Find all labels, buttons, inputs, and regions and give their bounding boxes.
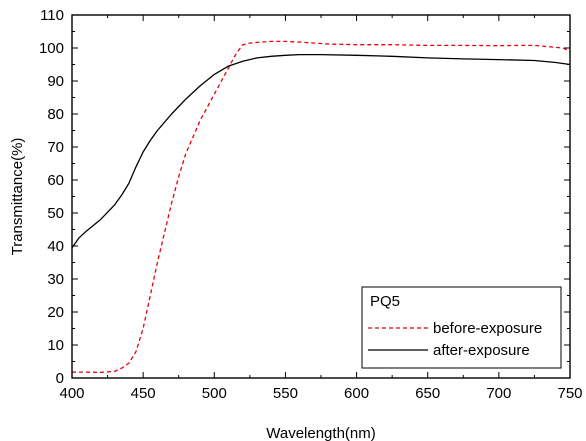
plot-frame xyxy=(71,14,571,379)
x-tick-label: 600 xyxy=(344,385,369,402)
y-tick-label: 40 xyxy=(47,238,64,255)
series-line-before-exposure xyxy=(72,40,571,374)
legend-label-after-exposure: after-exposure xyxy=(433,342,530,359)
y-tick-label: 0 xyxy=(56,370,64,387)
y-tick-label: 20 xyxy=(47,304,64,321)
y-tick-label: 90 xyxy=(47,73,64,90)
legend-label-before-exposure: before-exposure xyxy=(433,320,542,337)
x-axis-title: Wavelength(nm) xyxy=(266,425,375,441)
x-tick-label: 700 xyxy=(486,385,511,402)
legend: PQ5 before-exposure after-exposure xyxy=(361,286,562,369)
legend-title: PQ5 xyxy=(370,293,400,310)
y-tick-label: 80 xyxy=(47,106,64,123)
y-tick-label: 100 xyxy=(39,40,64,57)
x-tick-label: 450 xyxy=(131,385,156,402)
y-tick-label: 10 xyxy=(47,337,64,354)
y-axis-title: Transmittance(%) xyxy=(9,138,26,256)
y-tick-label: 50 xyxy=(47,205,64,222)
series-line-after-exposure xyxy=(71,53,571,249)
x-tick-label: 650 xyxy=(415,385,440,402)
y-tick-label: 110 xyxy=(40,7,64,24)
y-tick-label: 70 xyxy=(47,139,64,156)
x-tick-label: 500 xyxy=(202,385,227,402)
legend-box xyxy=(361,286,562,369)
x-tick-label: 750 xyxy=(557,385,582,402)
y-tick-label: 30 xyxy=(47,271,64,288)
x-tick-label: 550 xyxy=(273,385,298,402)
series-lines xyxy=(71,40,571,374)
x-tick-label: 400 xyxy=(59,385,84,402)
axis-ticks: 400 450 500 550 600 650 700 750 0 10 20 30 40 50 60 70 8… xyxy=(39,7,583,402)
y-tick-label: 60 xyxy=(47,172,64,189)
